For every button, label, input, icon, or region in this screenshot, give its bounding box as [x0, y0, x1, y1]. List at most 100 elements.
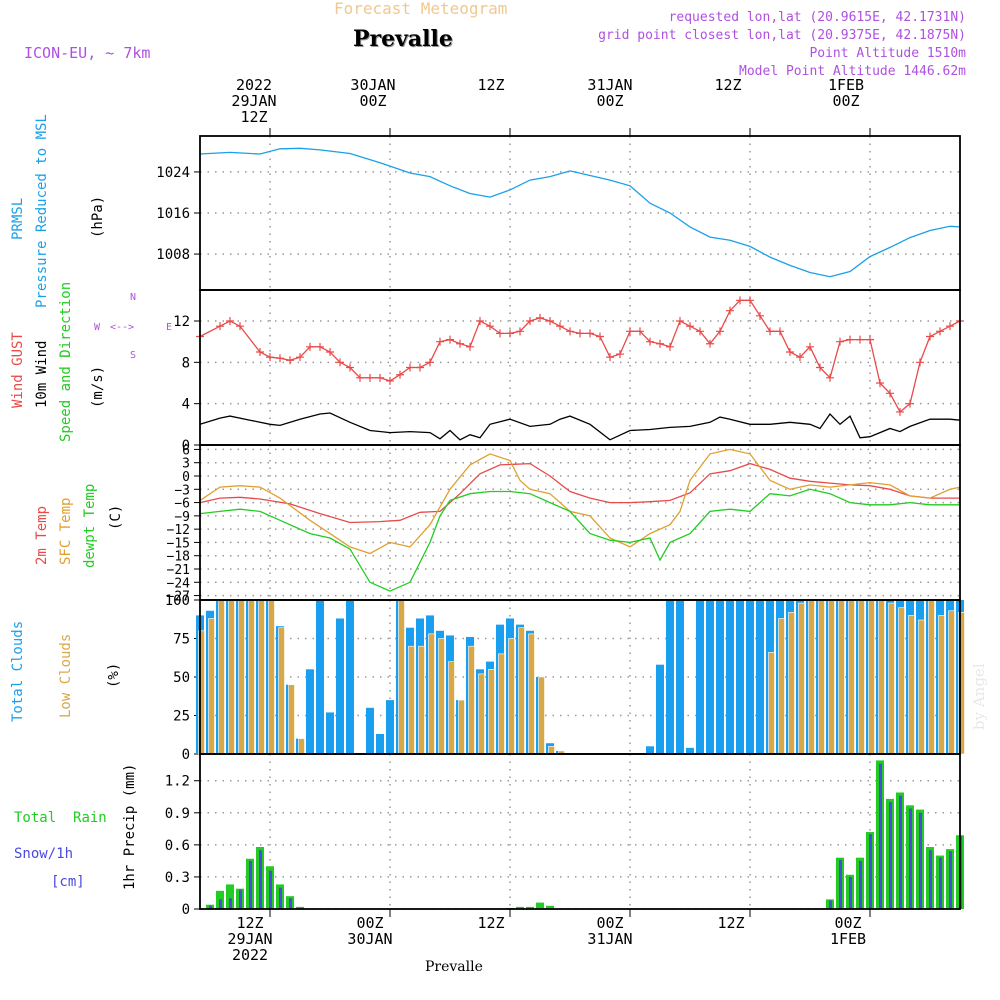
low-cloud-bar — [248, 599, 255, 755]
snow-bar — [249, 860, 252, 909]
gust-marker — [806, 342, 814, 351]
y-tick-label: 8 — [182, 355, 190, 371]
gust-marker — [456, 339, 464, 348]
gust-marker — [256, 348, 264, 356]
low-cloud-bar — [538, 676, 545, 755]
gust-marker — [216, 322, 224, 331]
snow-bar — [269, 870, 272, 909]
top-axis-label: 2022 29JAN 12Z — [231, 76, 277, 126]
gust-marker — [296, 353, 304, 362]
pressure-line — [199, 147, 961, 278]
gust-marker — [476, 317, 484, 325]
gust-marker — [686, 322, 694, 331]
gust-marker — [666, 342, 674, 351]
gust-marker — [656, 339, 664, 348]
total-cloud-bar — [336, 618, 344, 754]
gust-marker — [846, 335, 854, 344]
total-rain-label: Total Rain — [14, 810, 107, 826]
snow-bar — [869, 834, 872, 909]
gust-marker — [946, 322, 954, 331]
wind-unit: (m/s) — [90, 365, 106, 408]
low-cloud-bar — [948, 610, 955, 755]
location-title: Prevalle — [353, 26, 453, 52]
compass-s: S — [130, 350, 137, 361]
low-cloud-bar — [258, 599, 265, 755]
snow-label: Snow/1h — [14, 846, 74, 862]
y-tick-label: −21 — [167, 563, 190, 578]
gust-marker — [836, 337, 844, 346]
gust-marker — [566, 327, 574, 336]
low-cloud-bar — [818, 599, 825, 755]
low-cloud-bar — [848, 599, 855, 755]
gust-marker — [516, 327, 524, 336]
snow-bar — [289, 898, 292, 909]
y-tick-label: 0 — [182, 470, 190, 485]
snow-bar — [889, 802, 892, 909]
snow-bar — [239, 889, 242, 909]
y-tick-label: −24 — [167, 576, 191, 591]
gust-marker — [386, 376, 394, 385]
y-tick-label: −9 — [174, 510, 190, 525]
model-altitude: Model Point Altitude 1446.62m — [739, 64, 966, 79]
gust-marker — [306, 342, 314, 351]
y-tick-label: 1008 — [156, 247, 190, 263]
gust-marker — [916, 358, 924, 367]
compass-icon: N W <--> E S — [90, 290, 190, 361]
total-cloud-bar — [386, 700, 394, 754]
low-cloud-bar — [398, 599, 405, 755]
y-tick-label: 3 — [182, 457, 190, 472]
y-tick-label: 75 — [173, 632, 190, 648]
bottom-axis-label: 12Z — [717, 914, 745, 932]
total-cloud-bar — [326, 712, 334, 754]
gust-marker — [416, 363, 424, 372]
gust-marker — [536, 313, 544, 322]
low-cloud-bar — [208, 618, 215, 755]
low-cloud-bar — [838, 599, 845, 755]
gust-marker — [276, 354, 284, 363]
gust-marker — [706, 339, 714, 348]
gust-marker — [236, 322, 244, 331]
low-cloud-bar — [938, 615, 945, 755]
gust-line — [199, 299, 961, 413]
precip-unit: 1hr Precip (mm) — [122, 763, 138, 890]
total-cloud-bar — [686, 747, 694, 754]
gust-marker — [326, 348, 334, 356]
low-cloud-bar — [778, 618, 785, 755]
snow-bar — [929, 850, 932, 909]
grid-point-coords: grid point closest lon,lat (20.9375E, 42… — [598, 28, 966, 43]
snow-bar — [839, 859, 842, 909]
gust-marker — [596, 332, 604, 341]
rain-bar — [546, 905, 554, 909]
gust-marker — [396, 370, 404, 379]
pressure-label-b: Pressure Reduced to MSL — [34, 114, 50, 308]
app-title: Forecast Meteogram — [334, 0, 508, 18]
gust-marker — [226, 317, 234, 325]
wind-10m-label: 10m Wind — [34, 340, 50, 408]
gust-marker — [486, 322, 494, 331]
low-cloud-bar — [448, 661, 455, 755]
dewpt-line — [199, 488, 960, 592]
low-cloud-bar — [908, 615, 915, 755]
low-cloud-bar — [268, 599, 275, 755]
snow-bar — [279, 887, 282, 909]
total-cloud-bar — [706, 600, 714, 754]
low-cloud-bar — [958, 612, 965, 755]
compass-w: W — [94, 322, 101, 333]
gust-marker — [926, 332, 934, 341]
y-tick-label: 50 — [173, 670, 190, 686]
bottom-axis-label: 12Z — [477, 914, 505, 932]
bottom-axis-label: 00Z 31JAN — [587, 914, 633, 948]
rain-bar — [536, 902, 544, 909]
temp-unit: (C) — [108, 504, 124, 530]
low-cloud-bar — [548, 745, 555, 755]
low-cloud-bar — [438, 638, 445, 755]
y-tick-label: −18 — [167, 550, 190, 565]
gust-marker — [286, 356, 294, 365]
low-clouds-label: Low Clouds — [58, 633, 74, 718]
snow-bar — [919, 812, 922, 909]
gust-marker — [496, 329, 504, 338]
y-tick-label: 0 — [182, 438, 190, 454]
y-tick-label: 0 — [182, 747, 190, 763]
total-cloud-bar — [676, 600, 684, 754]
gust-marker — [776, 327, 784, 336]
